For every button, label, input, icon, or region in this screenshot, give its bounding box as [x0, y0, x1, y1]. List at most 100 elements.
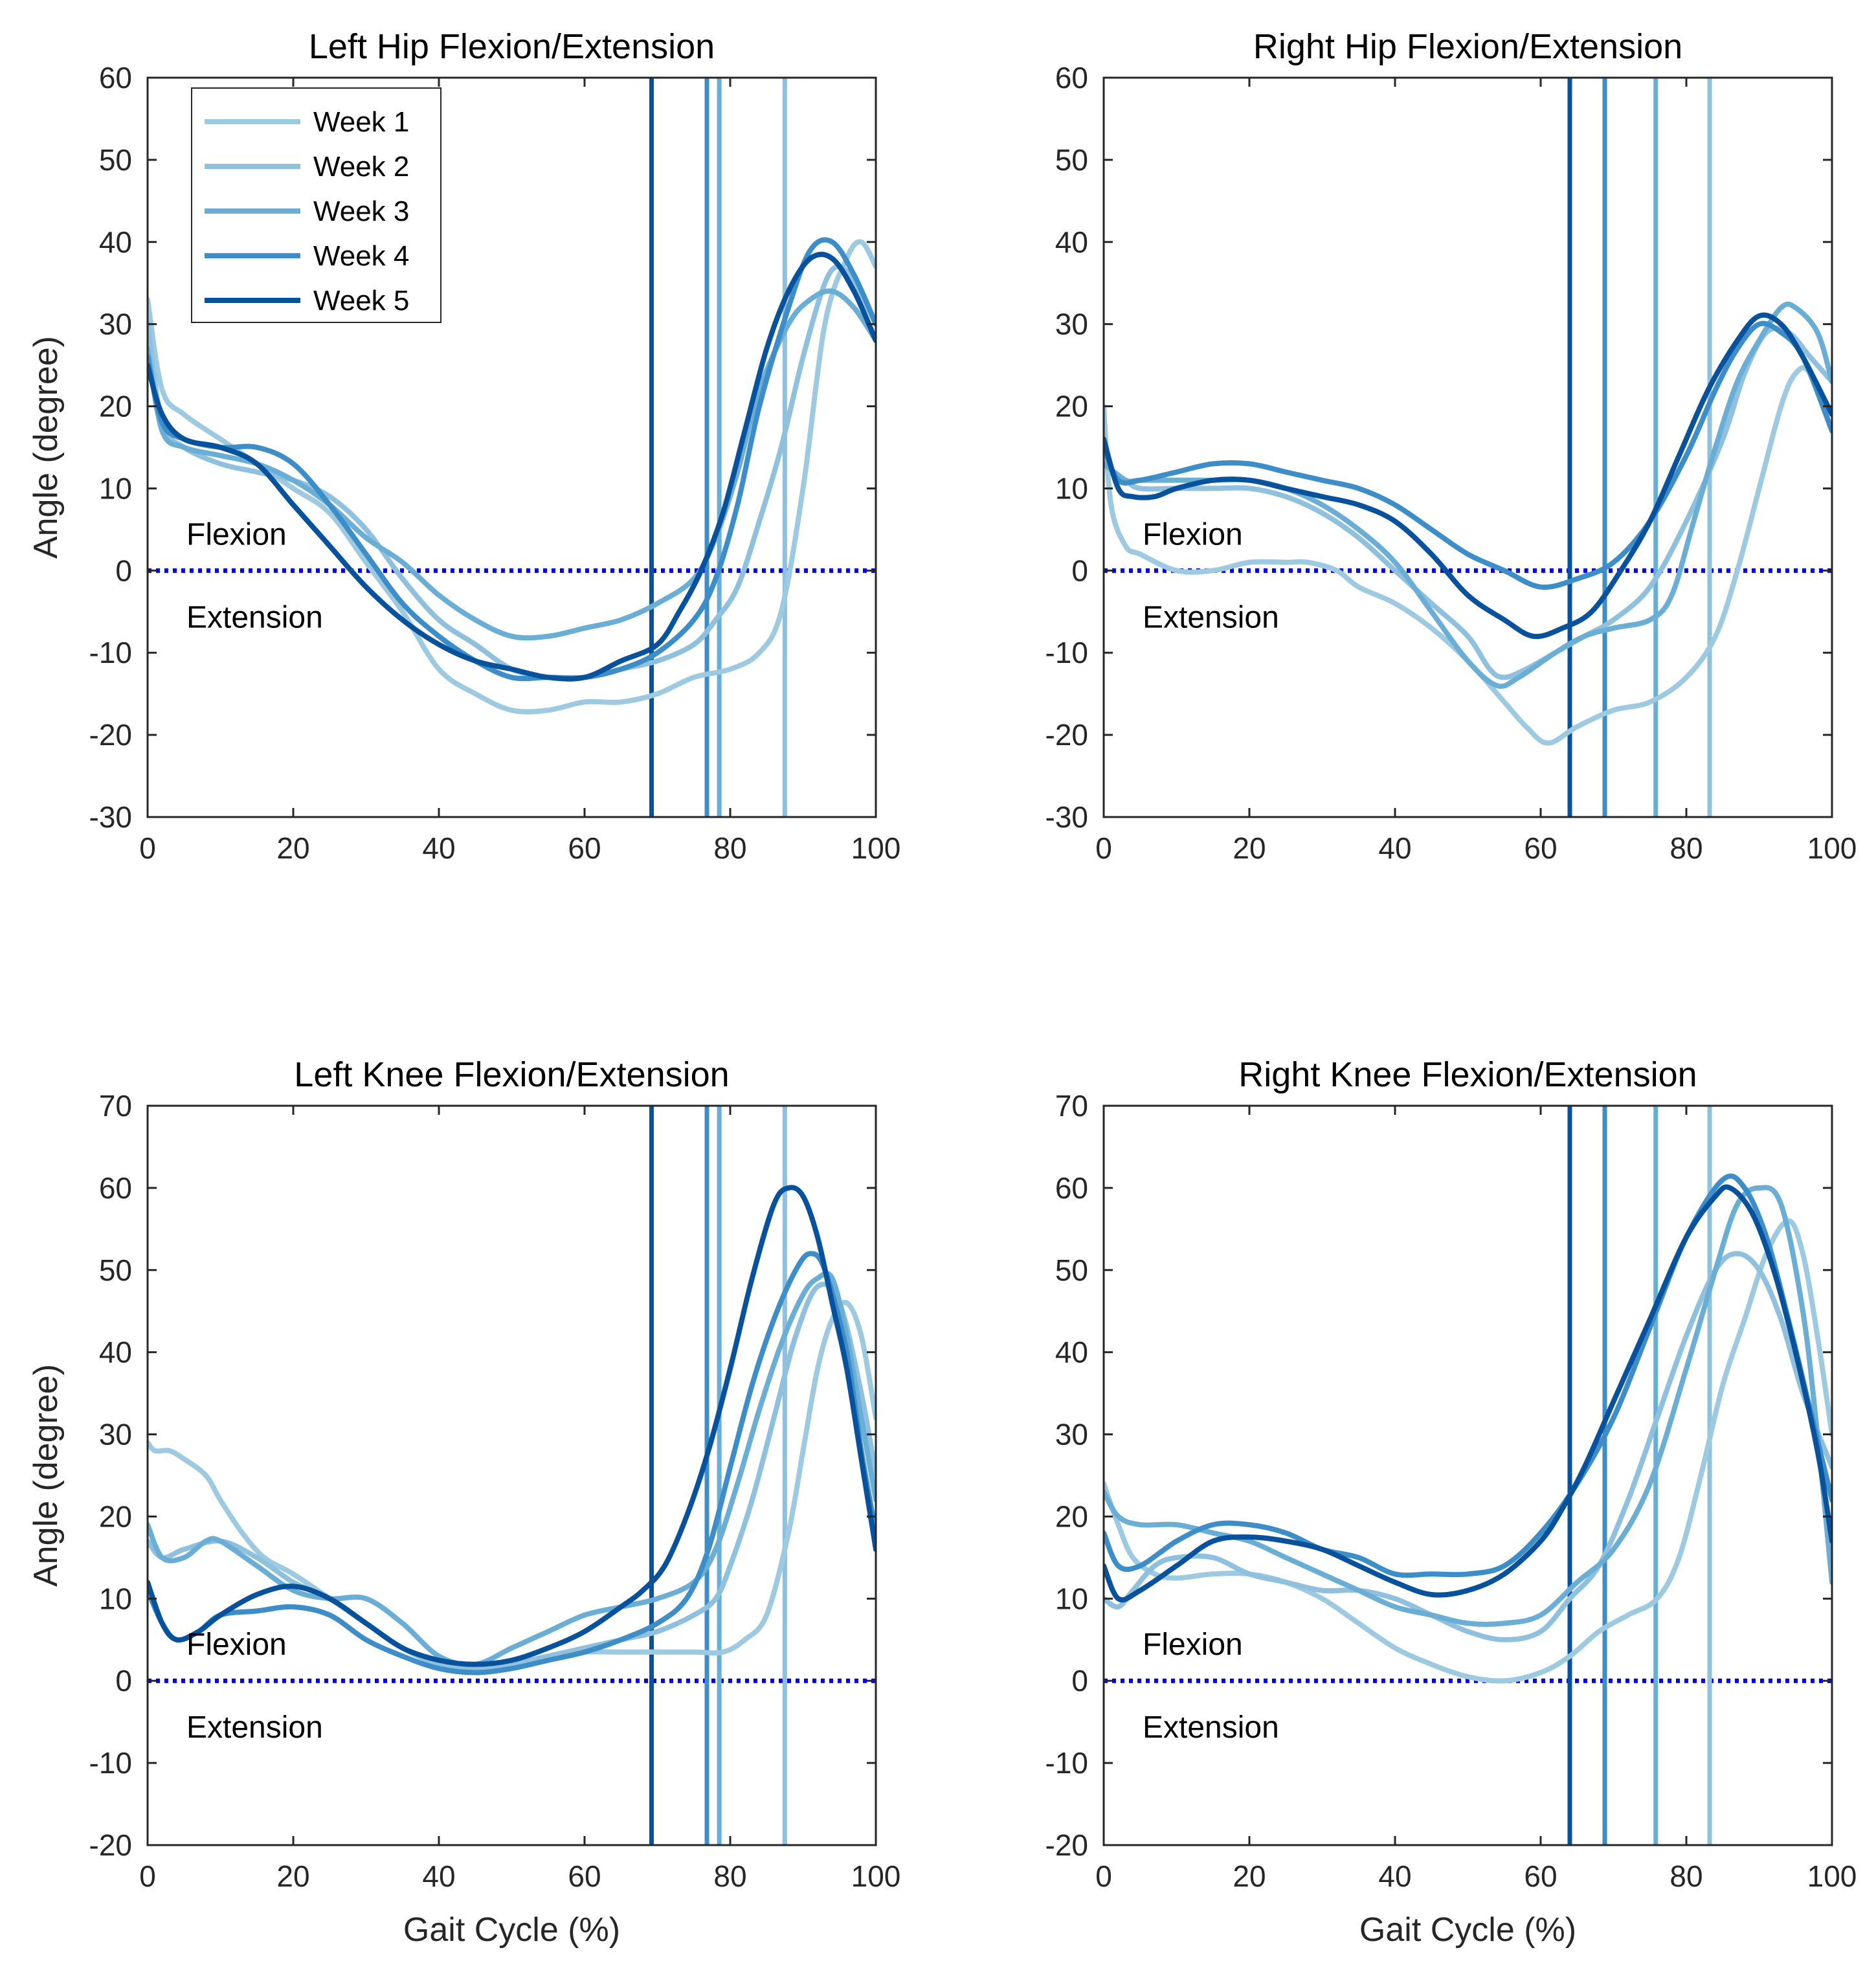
- y-tick-label: 10: [99, 471, 132, 505]
- y-tick-label: -30: [1045, 800, 1088, 834]
- extension-annotation: Extension: [186, 600, 323, 634]
- series-line-week-5: [1104, 312, 1832, 640]
- y-tick-label: 60: [1055, 61, 1088, 95]
- x-tick-label: 40: [422, 831, 455, 865]
- x-tick-label: 0: [1095, 1859, 1112, 1893]
- chart-1: 0 20 40 60 80 100 -30 -20 -10 0 10 20 30 40 50 60 Left H…: [27, 27, 900, 865]
- y-tick-label: 20: [99, 390, 132, 423]
- x-tick-label: 60: [568, 1859, 601, 1893]
- legend-label-week-3: Week 3: [313, 196, 409, 227]
- x-tick-label: 80: [713, 1859, 746, 1893]
- y-tick-label: 50: [99, 143, 132, 177]
- series-line-week-4: [1104, 1173, 1832, 1578]
- chart-title: Right Knee Flexion/Extension: [1238, 1055, 1697, 1094]
- chart-title: Right Hip Flexion/Extension: [1253, 27, 1682, 66]
- y-tick-label: 0: [115, 554, 132, 587]
- y-tick-label: 60: [1055, 1171, 1088, 1205]
- x-tick-label: 100: [851, 831, 901, 865]
- y-tick-label: -10: [1045, 1746, 1088, 1780]
- y-tick-label: 50: [99, 1253, 132, 1287]
- legend-label-week-2: Week 2: [313, 151, 409, 183]
- plot-area: [148, 1106, 876, 1845]
- y-tick-label: 40: [99, 1336, 132, 1369]
- legend: Week 1 Week 2 Week 3 Week 4 Week 5: [191, 87, 441, 323]
- y-tick-label: 10: [1055, 471, 1088, 505]
- chart-3: 0 20 40 60 80 100 -20 -10 0 10 20 30 40 50 60 70 Left Kn…: [27, 1055, 900, 1949]
- y-tick-label: 40: [1055, 1336, 1088, 1369]
- chart-4: 0 20 40 60 80 100 -20 -10 0 10 20 30 40 50 60 70 Right K…: [1045, 1055, 1857, 1949]
- y-tick-label: -20: [89, 718, 132, 752]
- flexion-annotation: Flexion: [186, 1628, 287, 1662]
- y-tick-label: 50: [1055, 1253, 1088, 1287]
- y-tick-label: -20: [1045, 718, 1088, 752]
- y-tick-label: -20: [1045, 1828, 1088, 1862]
- y-tick-label: 0: [1071, 1664, 1088, 1697]
- series-line-week-5: [148, 1185, 876, 1667]
- y-tick-label: -10: [89, 636, 132, 669]
- x-tick-label: 60: [1524, 831, 1557, 865]
- y-tick-label: 20: [1055, 1499, 1088, 1533]
- series-line-week-2: [1104, 1251, 1832, 1642]
- x-tick-label: 80: [713, 831, 746, 865]
- axes-box: [1102, 1104, 1833, 1846]
- axes-box: [1102, 76, 1833, 818]
- x-tick-label: 80: [1669, 831, 1703, 865]
- x-axis-label: Gait Cycle (%): [1359, 1911, 1576, 1949]
- y-tick-label: 40: [99, 225, 132, 259]
- y-tick-label: 30: [1055, 308, 1088, 341]
- y-tick-label: 50: [1055, 143, 1088, 177]
- x-tick-label: 60: [1524, 1859, 1557, 1893]
- x-tick-label: 100: [851, 1859, 901, 1893]
- y-tick-label: 30: [1055, 1418, 1088, 1451]
- y-tick-label: -10: [89, 1746, 132, 1780]
- series-line-week-5: [148, 251, 876, 682]
- extension-annotation: Extension: [186, 1710, 323, 1745]
- y-tick-label: -20: [89, 1828, 132, 1862]
- x-tick-label: 20: [276, 1859, 309, 1893]
- y-tick-label: 10: [1055, 1582, 1088, 1615]
- x-axis-label: Gait Cycle (%): [403, 1911, 620, 1949]
- extension-annotation: Extension: [1143, 600, 1279, 634]
- series-line-week-4: [1104, 320, 1832, 590]
- x-tick-label: 60: [568, 831, 601, 865]
- y-tick-label: 20: [1055, 390, 1088, 423]
- y-tick-label: 30: [99, 1418, 132, 1451]
- x-tick-label: 0: [1095, 831, 1112, 865]
- series-line-week-2: [1104, 326, 1832, 680]
- series-line-week-4: [148, 1251, 876, 1675]
- series-line-week-2: [148, 1281, 876, 1672]
- y-tick-label: 60: [99, 61, 132, 95]
- x-tick-label: 100: [1807, 1859, 1857, 1893]
- y-tick-label: -30: [89, 800, 132, 834]
- x-tick-label: 0: [139, 1859, 156, 1893]
- flexion-annotation: Flexion: [1143, 1628, 1243, 1662]
- y-tick-label: 60: [99, 1171, 132, 1205]
- series-line-week-1: [1104, 365, 1832, 746]
- chart-title: Left Knee Flexion/Extension: [294, 1055, 729, 1094]
- axes-box: [146, 76, 877, 818]
- series-line-week-3: [148, 1270, 876, 1668]
- y-axis-label: Angle (degree): [27, 336, 65, 559]
- y-tick-label: 0: [115, 1664, 132, 1697]
- y-tick-label: 70: [1055, 1089, 1088, 1123]
- y-tick-label: 40: [1055, 225, 1088, 259]
- chart-title: Left Hip Flexion/Extension: [309, 27, 715, 66]
- x-tick-label: 0: [139, 831, 156, 865]
- y-tick-label: 70: [99, 1089, 132, 1123]
- series-line-week-5: [1104, 1184, 1832, 1603]
- x-tick-label: 20: [1233, 831, 1266, 865]
- x-tick-label: 40: [1378, 831, 1411, 865]
- y-tick-label: 30: [99, 308, 132, 341]
- x-tick-label: 20: [276, 831, 309, 865]
- axes-box: [146, 1104, 877, 1846]
- legend-label-week-5: Week 5: [313, 285, 409, 317]
- y-axis-label: Angle (degree): [27, 1364, 65, 1587]
- y-tick-label: 10: [99, 1582, 132, 1615]
- x-tick-label: 80: [1669, 1859, 1703, 1893]
- legend-box: [191, 87, 441, 323]
- x-tick-label: 20: [1233, 1859, 1266, 1893]
- y-tick-label: -10: [1045, 636, 1088, 669]
- x-tick-label: 100: [1807, 831, 1857, 865]
- flexion-annotation: Flexion: [1143, 517, 1243, 552]
